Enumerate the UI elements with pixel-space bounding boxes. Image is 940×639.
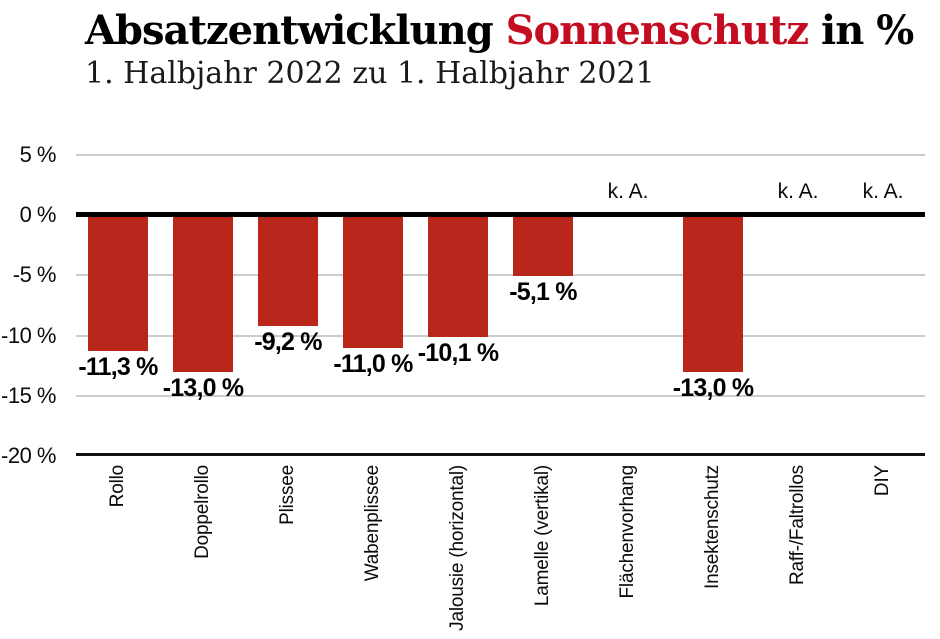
x-tick-label: Jalousie (horizontal): [447, 465, 468, 631]
title-part-2: in %: [808, 7, 914, 54]
bar-value-label: -13,0 %: [672, 373, 754, 402]
page-title: Absatzentwicklung Sonnenschutz in %: [85, 8, 935, 54]
bar: [258, 215, 318, 326]
x-tick-label: Lamelle (vertikal): [532, 465, 553, 607]
y-tick-label: 0 %: [19, 202, 57, 227]
no-data-label: k. A.: [862, 180, 904, 203]
y-tick-label: -15 %: [1, 382, 56, 408]
gridline: [76, 394, 925, 397]
x-tick-label: Insektenschutz: [702, 465, 723, 589]
bar-value-label: -11,3 %: [78, 353, 158, 382]
gridline: [76, 274, 925, 277]
x-tick-label: Flächenvorhang: [617, 465, 638, 599]
y-tick-label: -10 %: [1, 322, 56, 348]
x-tick-label: Doppelrollo: [192, 465, 213, 559]
y-tick-label: -5 %: [12, 262, 57, 288]
bar-value-label: -5,1 %: [509, 278, 577, 307]
bar-value-label: -10,1 %: [417, 338, 499, 367]
chart-header: Absatzentwicklung Sonnenschutz in % 1. H…: [85, 8, 935, 92]
bottom-axis-line: [76, 453, 925, 456]
y-tick-label: 5 %: [19, 141, 57, 167]
title-accent: Sonnenschutz: [505, 7, 809, 54]
bar: [513, 215, 573, 277]
bar: [343, 215, 403, 348]
bar-value-label: -11,0 %: [333, 349, 413, 378]
chart-subtitle: 1. Halbjahr 2022 zu 1. Halbjahr 2021: [85, 56, 655, 91]
gridline: [76, 334, 925, 337]
x-tick-label: Plissee: [277, 465, 298, 525]
y-tick-label: -20 %: [1, 443, 56, 468]
x-tick-label: Rollo: [107, 465, 128, 508]
bar: [173, 215, 233, 372]
bar: [683, 215, 743, 372]
x-tick-label: Raff-/Faltrollos: [787, 465, 808, 585]
title-part-1: Absatzentwicklung: [85, 7, 506, 54]
bar-value-label: -9,2 %: [254, 327, 322, 356]
zero-axis-line: [76, 212, 925, 217]
x-tick-label: DIY: [872, 465, 893, 497]
no-data-label: k. A.: [777, 180, 819, 203]
bar: [428, 215, 488, 337]
x-tick-label: Wabenplissee: [362, 465, 383, 582]
bar: [88, 215, 148, 352]
bar-value-label: -13,0 %: [162, 373, 244, 402]
gridline: [76, 153, 925, 156]
no-data-label: k. A.: [607, 180, 649, 203]
